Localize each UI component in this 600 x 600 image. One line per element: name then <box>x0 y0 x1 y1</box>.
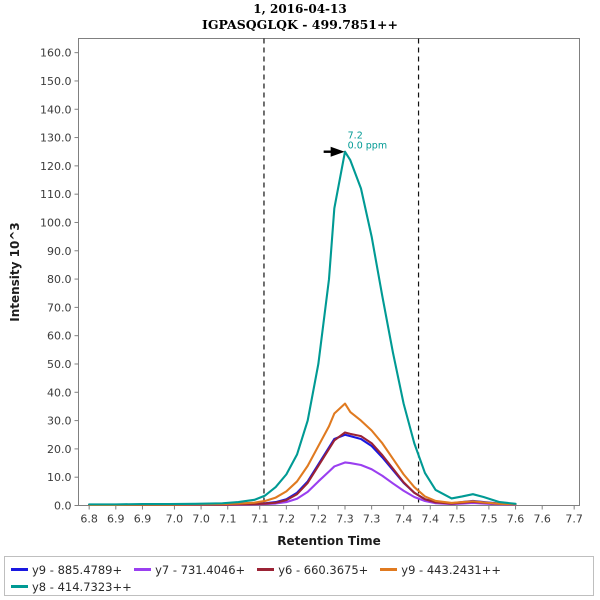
legend-color-swatch <box>11 585 28 588</box>
x-tick-label: 6.9 <box>134 513 152 526</box>
legend[interactable]: y9 - 885.4789+ y7 - 731.4046+ y6 - 660.367… <box>4 556 594 596</box>
chart-title-date: 1, 2016-04-13 <box>253 2 347 16</box>
y-axis-ticks: 0.0 10.0 20.0 30.0 40.0 50.0 60.0 70.0 80.0 90.0 1… <box>40 47 79 513</box>
y-tick-label: 30.0 <box>47 415 72 428</box>
x-tick-label: 7.0 <box>192 513 210 526</box>
integration-boundary-lines[interactable] <box>263 38 420 506</box>
x-tick-label: 7.0 <box>166 513 184 526</box>
y-tick-label: 100.0 <box>40 216 72 229</box>
y-tick-label: 110.0 <box>40 188 72 201</box>
x-tick-label: 7.7 <box>565 513 583 526</box>
legend-item-label: y9 - 885.4789+ <box>32 562 123 577</box>
y-tick-label: 20.0 <box>47 443 72 456</box>
x-tick-label: 7.5 <box>480 513 498 526</box>
y-tick-label: 40.0 <box>47 386 72 399</box>
annotation-retention-time: 7.2 <box>348 131 363 142</box>
y-tick-label: 90.0 <box>47 245 72 258</box>
y-tick-label: 140.0 <box>40 103 72 116</box>
legend-item-label: y9 - 443.2431++ <box>401 562 502 577</box>
x-tick-label: 6.8 <box>80 513 98 526</box>
legend-item-label: y7 - 731.4046+ <box>155 562 246 577</box>
y-tick-label: 120.0 <box>40 160 72 173</box>
legend-item-label: y6 - 660.3675+ <box>278 562 369 577</box>
legend-color-swatch <box>11 568 28 571</box>
chart-plot-area[interactable]: 0.0 10.0 20.0 30.0 40.0 50.0 60.0 70.0 80.0 90.0 1… <box>0 0 600 556</box>
trace-line[interactable] <box>88 150 517 506</box>
x-tick-label: 7.6 <box>507 513 525 526</box>
x-tick-label: 7.3 <box>336 513 354 526</box>
x-tick-label: 7.4 <box>395 513 413 526</box>
legend-color-swatch <box>257 568 275 571</box>
legend-item[interactable]: y6 - 660.3675+ <box>257 563 368 577</box>
annotation-mass-error: 0.0 ppm <box>348 141 387 152</box>
x-axis-ticks: 6.8 6.9 6.9 7.0 7.0 7.1 7.1 7.2 7.2 7.3 7.3 7.4 7.4 7… <box>80 505 583 526</box>
x-tick-label: 7.4 <box>422 513 440 526</box>
x-tick-label: 7.1 <box>251 513 269 526</box>
y-axis-title: Intensity 10^3 <box>8 222 22 322</box>
y-tick-label: 50.0 <box>47 358 72 371</box>
legend-color-swatch <box>380 568 398 571</box>
legend-item[interactable]: y9 - 443.2431++ <box>380 563 501 577</box>
y-tick-label: 150.0 <box>40 75 72 88</box>
trace-line[interactable] <box>88 431 517 506</box>
x-tick-label: 7.2 <box>278 513 296 526</box>
y-tick-label: 10.0 <box>47 471 72 484</box>
chromatogram-traces[interactable] <box>88 150 517 506</box>
x-tick-label: 7.1 <box>219 513 237 526</box>
annotation-arrow-icon <box>330 146 345 157</box>
legend-row-primary: y9 - 885.4789+ y7 - 731.4046+ y6 - 660.367… <box>11 561 587 578</box>
peak-annotation[interactable]: 7.20.0 ppm <box>323 131 387 157</box>
legend-row-secondary: y8 - 414.7323++ <box>11 578 587 595</box>
legend-color-swatch <box>134 568 152 571</box>
y-tick-label: 80.0 <box>47 273 72 286</box>
plot-frame <box>78 38 580 506</box>
x-tick-label: 7.6 <box>533 513 551 526</box>
y-tick-label: 70.0 <box>47 301 72 314</box>
x-tick-label: 7.5 <box>448 513 466 526</box>
legend-item[interactable]: y9 - 885.4789+ <box>11 563 122 577</box>
legend-item[interactable]: y8 - 414.7323++ <box>11 580 132 594</box>
x-tick-label: 7.2 <box>310 513 328 526</box>
y-tick-label: 60.0 <box>47 330 72 343</box>
chart-title-block: 1, 2016-04-13 IGPASQGLQK - 499.7851++ <box>0 2 600 32</box>
y-tick-label: 160.0 <box>40 47 72 60</box>
legend-item-label: y8 - 414.7323++ <box>32 579 132 594</box>
legend-item[interactable]: y7 - 731.4046+ <box>134 563 245 577</box>
y-tick-label: 130.0 <box>40 132 72 145</box>
chart-title-peptide: IGPASQGLQK - 499.7851++ <box>202 17 398 32</box>
y-tick-label: 0.0 <box>54 500 72 513</box>
x-tick-label: 6.9 <box>107 513 125 526</box>
x-tick-label: 7.3 <box>363 513 381 526</box>
x-axis-title: Retention Time <box>277 534 381 548</box>
